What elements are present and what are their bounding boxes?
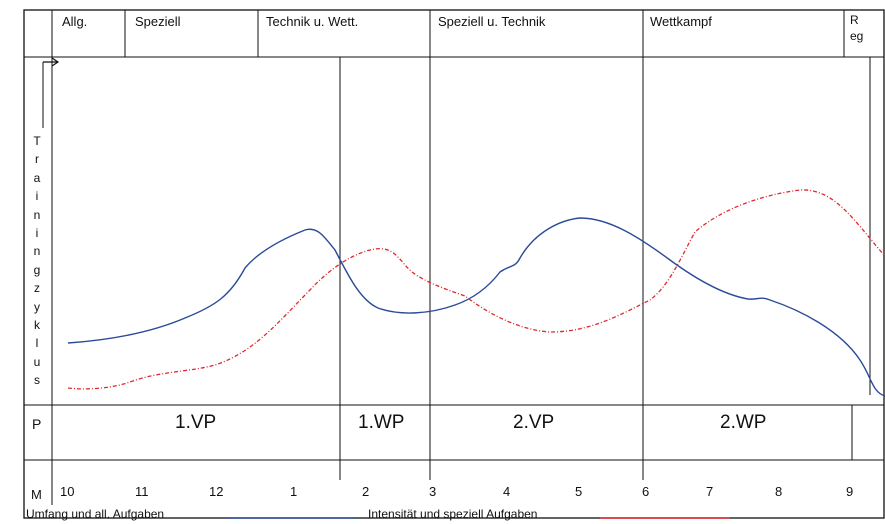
month-label: 5 xyxy=(575,484,583,499)
month-row-label: M xyxy=(31,487,42,502)
outer-frame xyxy=(23,9,885,519)
y-axis-title-letter: r xyxy=(35,152,39,167)
header-speziell: Speziell xyxy=(135,14,181,29)
y-axis-title-letter: k xyxy=(34,318,40,332)
y-axis-title-letter: g xyxy=(33,262,41,277)
legend-intensity-label: Intensität und speziell Aufgaben xyxy=(368,507,538,521)
month-label: 6 xyxy=(642,484,650,499)
header-technik-wett: Technik u. Wett. xyxy=(266,14,359,29)
y-axis-title-letter: z xyxy=(34,281,40,296)
month-label: 8 xyxy=(775,484,783,499)
legend-volume-label: Umfang und all. Aufgaben xyxy=(26,507,165,521)
phase-2wp: 2.WP xyxy=(720,412,767,433)
phase-2vp: 2.VP xyxy=(513,412,555,433)
y-axis-title-letter: T xyxy=(33,134,41,148)
month-label: 11 xyxy=(135,484,149,499)
phase-row-label: P xyxy=(32,416,42,432)
month-label: 2 xyxy=(362,484,370,499)
y-axis-title-letter: s xyxy=(34,373,40,388)
header-allg: Allg. xyxy=(62,14,88,29)
volume-curve xyxy=(67,217,885,397)
y-axis-title-letter: n xyxy=(33,244,41,259)
header-reg-line2: eg xyxy=(850,29,864,43)
phase-1wp: 1.WP xyxy=(358,412,405,433)
y-axis-title-letter: l xyxy=(35,336,39,351)
month-label: 9 xyxy=(846,484,854,499)
header-reg-line1: R xyxy=(850,13,859,27)
y-axis-title-letter: i xyxy=(35,226,39,240)
y-axis-title-letter: n xyxy=(33,207,41,222)
intensity-curve xyxy=(67,189,885,390)
month-label: 12 xyxy=(209,484,224,499)
y-axis-arrow-icon xyxy=(43,57,60,67)
month-label: 1 xyxy=(290,484,298,499)
y-axis-title-letter: i xyxy=(35,189,39,204)
phase-1vp: 1.VP xyxy=(175,412,217,433)
month-label: 3 xyxy=(429,484,437,499)
month-label: 10 xyxy=(60,484,75,499)
header-speziell-technik: Speziell u. Technik xyxy=(438,14,546,29)
header-wettkampf: Wettkampf xyxy=(650,14,712,29)
y-axis-title-letter: u xyxy=(33,354,41,369)
month-label: 4 xyxy=(503,484,511,499)
month-label: 7 xyxy=(706,484,714,499)
y-axis-title-letter: y xyxy=(34,299,40,314)
y-axis-title-letter: a xyxy=(33,170,41,185)
